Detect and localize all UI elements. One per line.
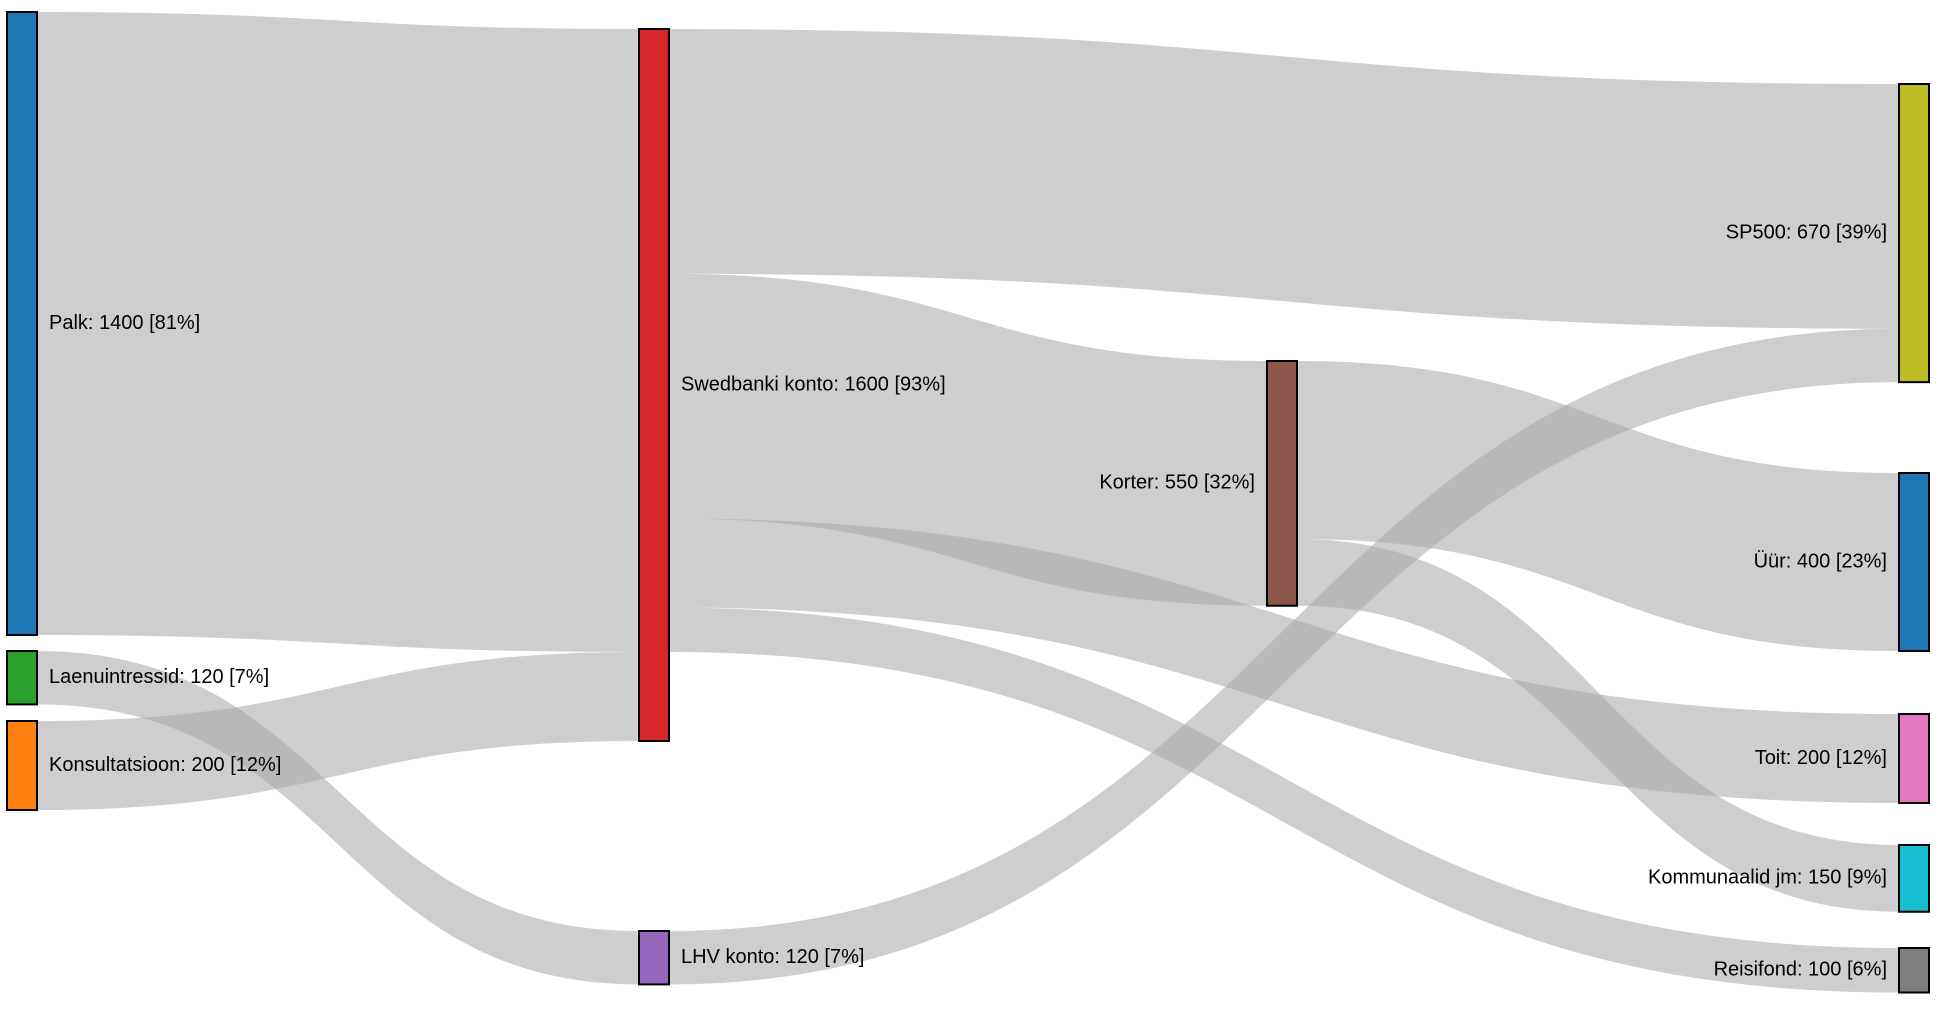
node-korter-label: Korter: 550 [32%] [1099,472,1255,494]
node-uur-label: Üür: 400 [23%] [1754,550,1887,572]
link-lhv-to-sp500[interactable] [669,328,1899,985]
node-palk[interactable]: Palk: 1400 [81%] [6,11,200,636]
node-swed-bar[interactable] [638,28,670,742]
node-kons[interactable]: Konsultatsioon: 200 [12%] [6,720,281,811]
node-komm-bar[interactable] [1898,844,1930,913]
node-sp500-bar[interactable] [1898,83,1930,384]
node-palk-label: Palk: 1400 [81%] [49,312,200,334]
node-laen[interactable]: Laenuintressid: 120 [7%] [6,650,269,706]
node-reis[interactable]: Reisifond: 100 [6%] [1714,947,1930,994]
node-sp500[interactable]: SP500: 670 [39%] [1726,83,1930,384]
node-palk-bar[interactable] [6,11,38,636]
link-korter-to-komm[interactable] [1297,539,1899,912]
node-korter[interactable]: Korter: 550 [32%] [1099,360,1298,607]
node-laen-label: Laenuintressid: 120 [7%] [49,666,269,688]
sankey-links [37,12,1899,993]
node-lhv-bar[interactable] [638,930,670,986]
link-kons-to-swed[interactable] [37,652,639,810]
link-laen-to-lhv[interactable] [37,651,639,985]
link-swed-to-reis[interactable] [669,607,1899,993]
node-laen-bar[interactable] [6,650,38,706]
node-toit-bar[interactable] [1898,713,1930,804]
link-palk-to-swed[interactable] [37,12,639,652]
node-swed-label: Swedbanki konto: 1600 [93%] [681,373,946,395]
node-lhv-label: LHV konto: 120 [7%] [681,946,864,968]
node-kons-bar[interactable] [6,720,38,811]
node-swed[interactable]: Swedbanki konto: 1600 [93%] [638,28,946,742]
node-komm-label: Kommunaalid jm: 150 [9%] [1648,867,1887,889]
node-uur-bar[interactable] [1898,472,1930,652]
node-sp500-label: SP500: 670 [39%] [1726,221,1887,243]
link-swed-to-korter[interactable] [669,273,1267,606]
node-toit[interactable]: Toit: 200 [12%] [1755,713,1930,804]
node-toit-label: Toit: 200 [12%] [1755,747,1887,769]
node-reis-bar[interactable] [1898,947,1930,994]
node-uur[interactable]: Üür: 400 [23%] [1754,472,1930,652]
node-reis-label: Reisifond: 100 [6%] [1714,959,1887,981]
node-kons-label: Konsultatsioon: 200 [12%] [49,754,281,776]
node-komm[interactable]: Kommunaalid jm: 150 [9%] [1648,844,1930,913]
link-swed-to-sp500[interactable] [669,29,1899,329]
link-korter-to-uur[interactable] [1297,361,1899,651]
sankey-nodes: Palk: 1400 [81%] Laenuintressid: 120 [7%]… [6,11,1930,994]
node-korter-bar[interactable] [1266,360,1298,607]
node-lhv[interactable]: LHV konto: 120 [7%] [638,930,864,986]
